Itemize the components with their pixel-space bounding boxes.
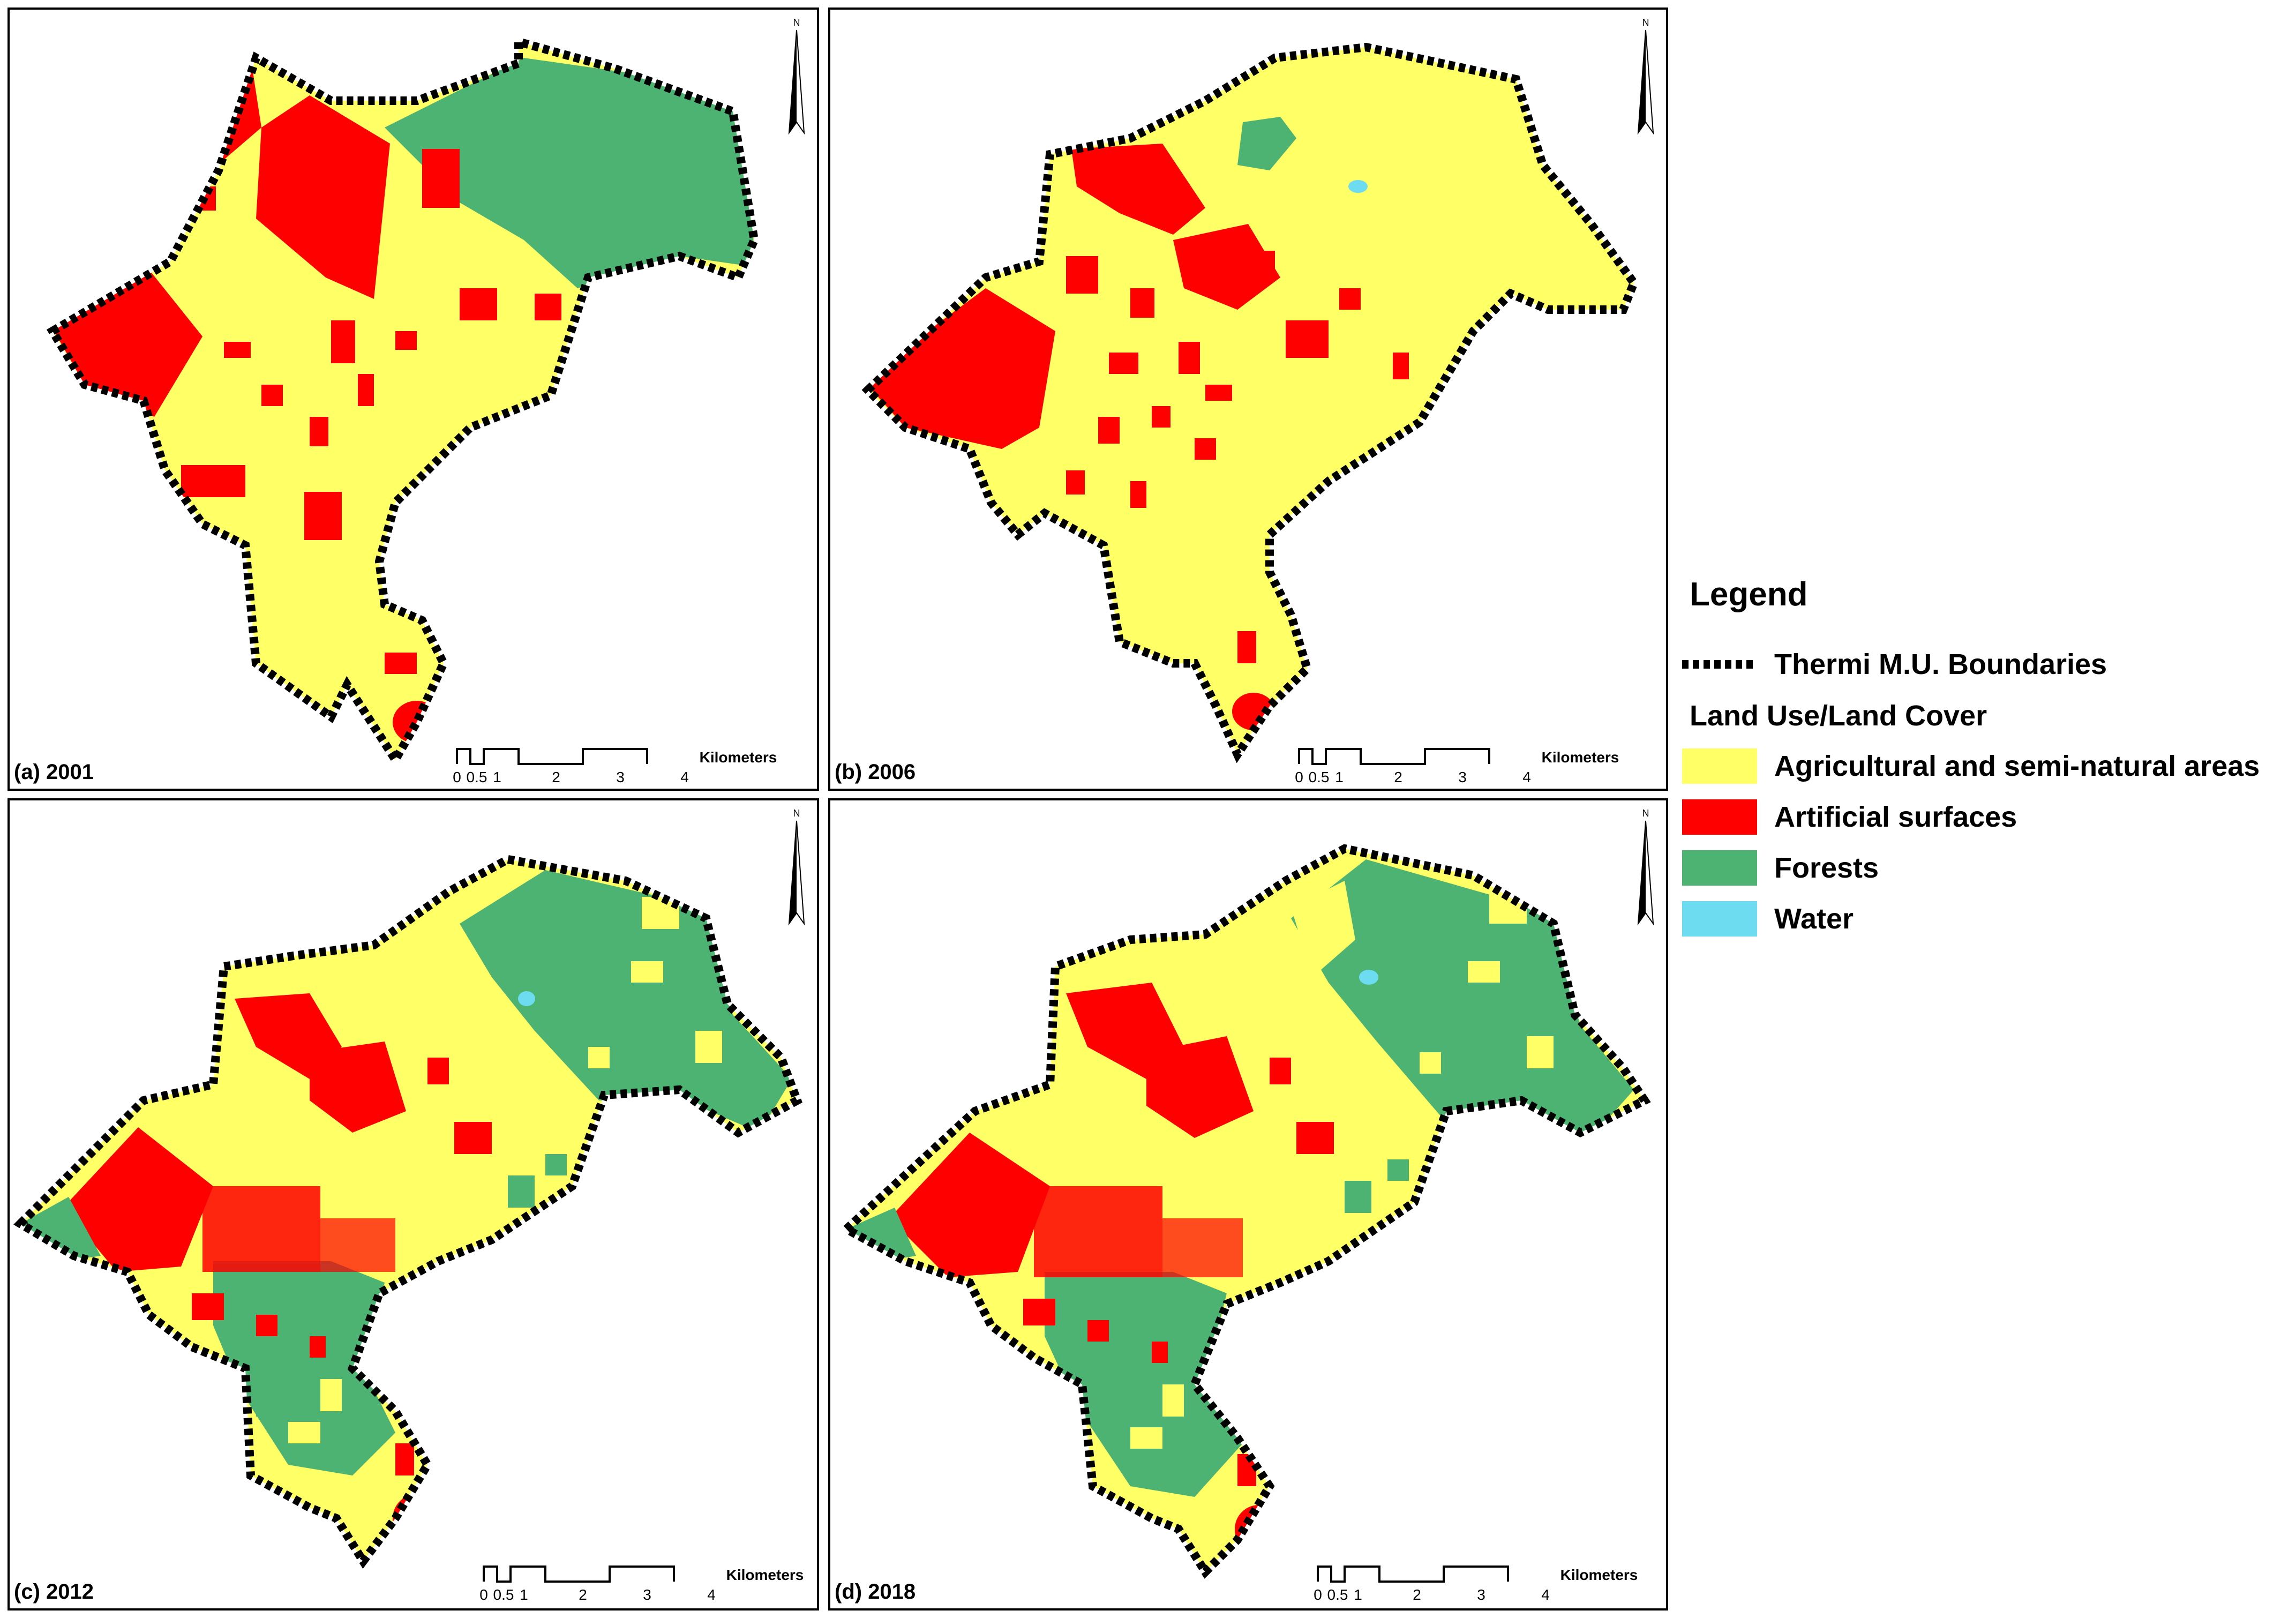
land-cover-map-2006 bbox=[830, 10, 1670, 793]
agricultural-swatch bbox=[1682, 748, 1757, 784]
panel-label: (b) 2006 bbox=[835, 760, 916, 784]
land-cover-map-2001 bbox=[10, 10, 821, 793]
north-arrow-icon: N bbox=[788, 808, 805, 926]
scale-tick-1: 1 bbox=[520, 1586, 528, 1603]
legend-row-agricultural: Agricultural and semi-natural areas bbox=[1682, 745, 2260, 788]
scale-tick-4: 4 bbox=[680, 769, 689, 785]
scale-tick-0-5: 0.5 bbox=[1327, 1586, 1348, 1603]
scale-tick-4: 4 bbox=[707, 1586, 716, 1603]
scale-unit: Kilometers bbox=[726, 1567, 804, 1583]
scale-bar: 0 0.5 1 2 3 4 Kilometers bbox=[1295, 748, 1619, 785]
map-panel-2006: N 0 0.5 1 2 3 4 Kilometers (b) 2006 bbox=[828, 8, 1668, 791]
panel-label: (c) 2012 bbox=[14, 1580, 94, 1604]
scale-tick-3: 3 bbox=[643, 1586, 651, 1603]
panel-label: (d) 2018 bbox=[835, 1580, 916, 1604]
scale-tick-2: 2 bbox=[1413, 1586, 1421, 1603]
legend-class-label: Forests bbox=[1774, 852, 1879, 884]
scale-tick-1: 1 bbox=[1354, 1586, 1362, 1603]
svg-text:N: N bbox=[793, 17, 800, 28]
north-arrow-icon: N bbox=[1637, 808, 1654, 926]
scale-tick-0-5: 0.5 bbox=[1309, 769, 1330, 785]
forest-swatch bbox=[1682, 850, 1757, 886]
scale-tick-2: 2 bbox=[552, 769, 560, 785]
legend-row-forests: Forests bbox=[1682, 847, 1879, 889]
scale-tick-0-5: 0.5 bbox=[467, 769, 487, 785]
scale-tick-1: 1 bbox=[493, 769, 501, 785]
legend-section-title: Land Use/Land Cover bbox=[1690, 700, 1987, 732]
scale-tick-2: 2 bbox=[579, 1586, 587, 1603]
scale-tick-0: 0 bbox=[1314, 1586, 1322, 1603]
scale-bar: 0 0.5 1 2 3 4 Kilometers bbox=[1314, 1565, 1638, 1603]
north-arrow-icon: N bbox=[1637, 17, 1654, 135]
legend-row-artificial: Artificial surfaces bbox=[1682, 796, 2017, 838]
scale-unit: Kilometers bbox=[1560, 1567, 1638, 1583]
scale-unit: Kilometers bbox=[700, 749, 777, 766]
water-swatch bbox=[1682, 901, 1757, 937]
scale-tick-0: 0 bbox=[479, 1586, 488, 1603]
scale-tick-0: 0 bbox=[1295, 769, 1303, 785]
svg-text:N: N bbox=[793, 808, 800, 819]
panel-label: (a) 2001 bbox=[14, 760, 94, 784]
legend-class-label: Water bbox=[1774, 903, 1854, 935]
scale-tick-0-5: 0.5 bbox=[493, 1586, 514, 1603]
svg-text:N: N bbox=[1642, 17, 1649, 28]
legend-title: Legend bbox=[1690, 576, 1808, 613]
legend-row-water: Water bbox=[1682, 897, 1854, 940]
legend-class-label: Agricultural and semi-natural areas bbox=[1774, 750, 2260, 782]
svg-text:N: N bbox=[1642, 808, 1649, 819]
map-panel-2001: N 0 0.5 1 2 3 4 Kilometers (a) 2001 bbox=[7, 8, 819, 791]
scale-tick-2: 2 bbox=[1394, 769, 1402, 785]
scale-unit: Kilometers bbox=[1542, 749, 1619, 766]
scale-bar: 0 0.5 1 2 3 4 Kilometers bbox=[453, 748, 777, 785]
legend-class-label: Artificial surfaces bbox=[1774, 801, 2017, 833]
scale-tick-4: 4 bbox=[1541, 1586, 1550, 1603]
map-panel-2018: N 0 0.5 1 2 3 4 Kilometers (d) 2018 bbox=[828, 798, 1668, 1610]
legend-row-boundary: Thermi M.U. Boundaries bbox=[1682, 643, 2107, 686]
scale-tick-3: 3 bbox=[1458, 769, 1467, 785]
scale-bar: 0 0.5 1 2 3 4 Kilometers bbox=[479, 1565, 804, 1603]
artificial-swatch bbox=[1682, 799, 1757, 835]
scale-tick-4: 4 bbox=[1522, 769, 1531, 785]
scale-tick-3: 3 bbox=[616, 769, 625, 785]
scale-tick-3: 3 bbox=[1477, 1586, 1485, 1603]
map-panel-2012: N 0 0.5 1 2 3 4 Kilometers (c) 2012 bbox=[7, 798, 819, 1610]
land-cover-map-2018 bbox=[830, 800, 1670, 1613]
scale-tick-0: 0 bbox=[453, 769, 461, 785]
scale-tick-1: 1 bbox=[1335, 769, 1344, 785]
boundary-line-icon bbox=[1682, 660, 1757, 669]
legend-boundary-label: Thermi M.U. Boundaries bbox=[1774, 648, 2107, 680]
map-legend: Legend Thermi M.U. Boundaries Land Use/L… bbox=[1682, 568, 2293, 943]
land-cover-map-2012 bbox=[10, 800, 821, 1613]
north-arrow-icon: N bbox=[788, 17, 805, 135]
